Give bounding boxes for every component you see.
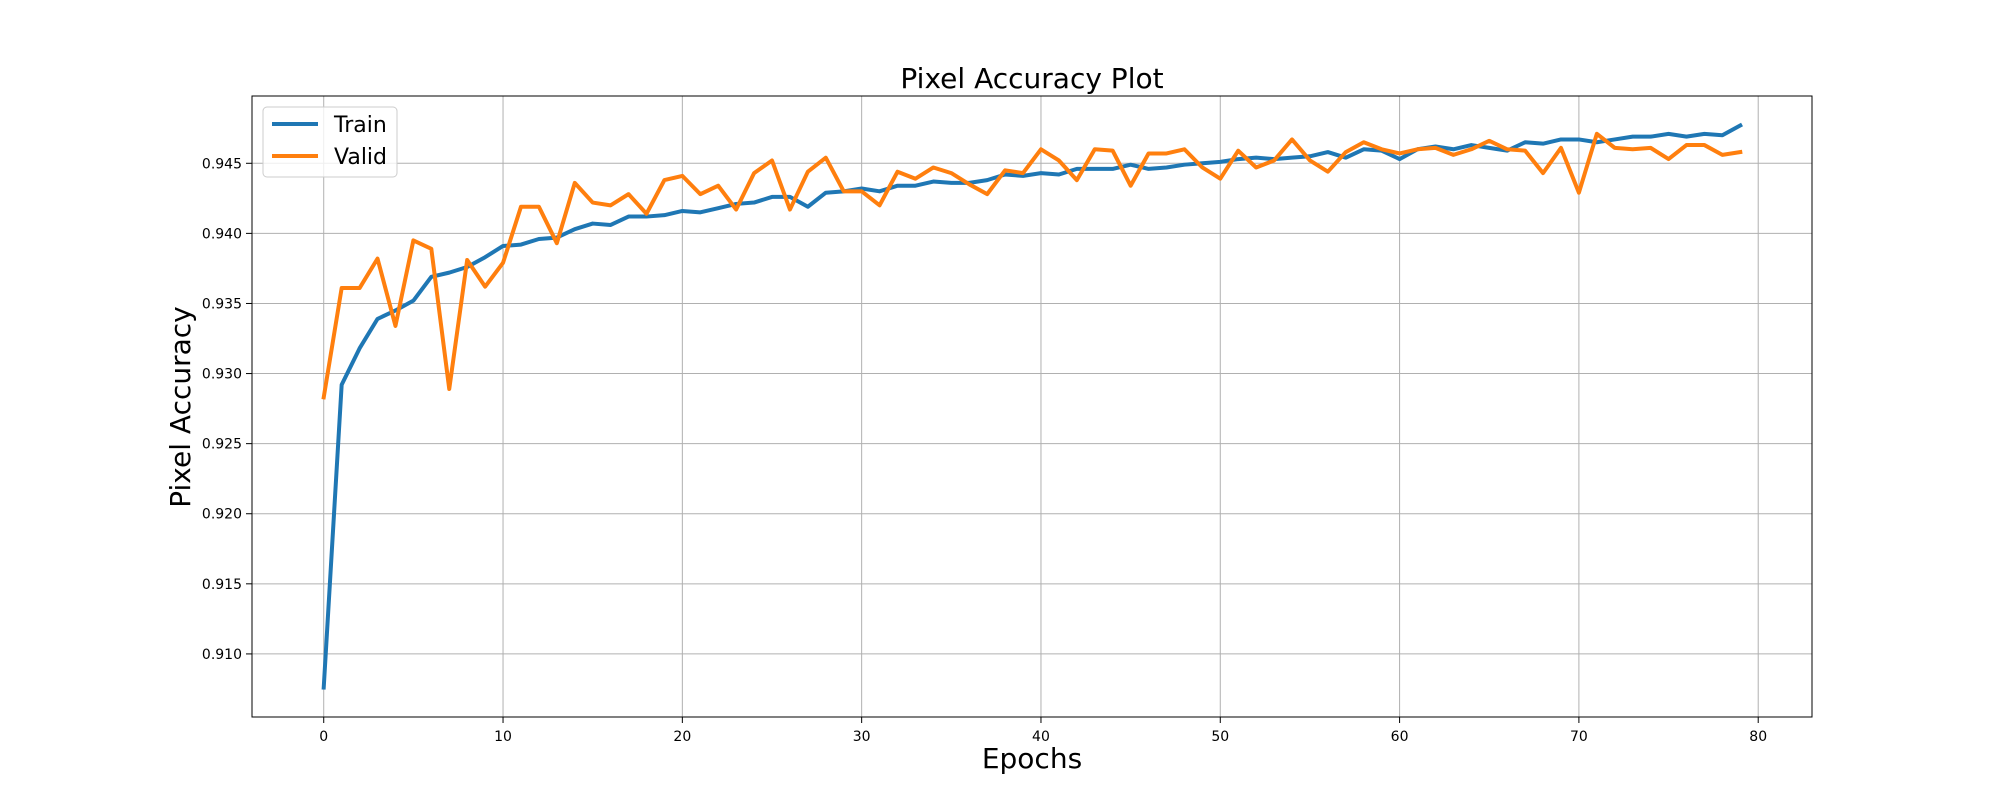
x-axis-label: Epochs [982,742,1082,775]
series-line-train [321,122,1743,690]
plot-frame [251,95,1813,718]
series-layer [321,122,1743,690]
legend-label-train: Train [333,113,387,138]
legend: Train Valid [262,106,398,178]
legend-label-valid: Valid [334,145,387,170]
x-tick-label: 80 [1749,729,1767,745]
x-tick-label: 70 [1570,729,1588,745]
y-tick-label: 0.920 [202,507,242,523]
tick-layer: 0 10 20 30 40 50 60 70 80 0.910 0.915 0.920 0.925 0.9… [202,156,1767,745]
y-axis-label: Pixel Accuracy [164,306,197,508]
x-tick-label: 0 [319,729,328,745]
x-tick-label: 30 [853,729,871,745]
y-tick-label: 0.930 [202,367,242,383]
y-tick-label: 0.910 [202,647,242,663]
x-tick-label: 60 [1391,729,1409,745]
y-tick-label: 0.935 [202,296,242,312]
x-tick-label: 20 [673,729,691,745]
y-tick-label: 0.915 [202,577,242,593]
y-tick-label: 0.940 [202,226,242,242]
y-tick-label: 0.925 [202,437,242,453]
x-tick-label: 40 [1032,729,1050,745]
series-line-valid [321,131,1743,400]
y-tick-label: 0.945 [202,156,242,172]
x-tick-label: 50 [1211,729,1229,745]
chart-title: Pixel Accuracy Plot [900,62,1163,95]
x-tick-label: 10 [494,729,512,745]
